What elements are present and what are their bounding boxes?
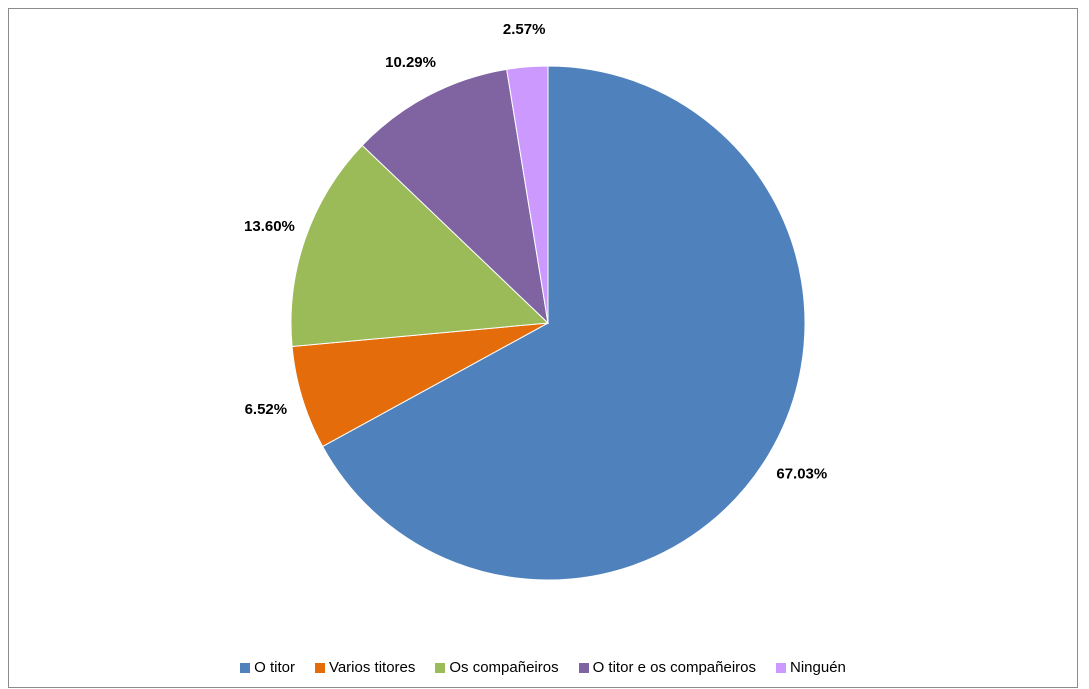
legend-item-2: Os compañeiros [435,659,559,676]
pie-slice-4 [506,65,549,324]
pie-slice-3 [361,68,549,325]
legend-swatch-2 [435,662,446,673]
pie-slice-2 [290,144,550,348]
legend-item-1: Varios titores [314,659,416,676]
legend-label-2: Os compañeiros [449,659,559,676]
legend-label-0: O titor [254,659,295,676]
legend-item-3: O titor e os compañeiros [578,659,756,676]
chart-area: 67.03% 6.52% 13.60% 10.29% 2.57% O titor Vari… [8,8,1078,688]
data-label-4: 2.57% [503,21,546,38]
data-label-3: 10.29% [385,54,436,71]
data-label-0: 67.03% [776,465,827,482]
legend-swatch-3 [578,662,589,673]
legend-label-4: Ninguén [790,659,846,676]
legend-swatch-0 [240,662,251,673]
legend-item-4: Ninguén [776,659,846,676]
legend-swatch-1 [314,662,325,673]
legend-item-0: O titor [240,659,295,676]
pie-slice-0 [321,65,806,581]
legend-label-3: O titor e os compañeiros [592,659,756,676]
legend: O titor Varios titores Os compañeiros O tit… [9,659,1077,676]
legend-label-1: Varios titores [328,659,416,676]
pie-chart: 67.03% 6.52% 13.60% 10.29% 2.57% [244,21,827,581]
data-label-2: 13.60% [244,218,295,235]
legend-swatch-4 [776,662,786,673]
data-label-1: 6.52% [245,401,288,418]
